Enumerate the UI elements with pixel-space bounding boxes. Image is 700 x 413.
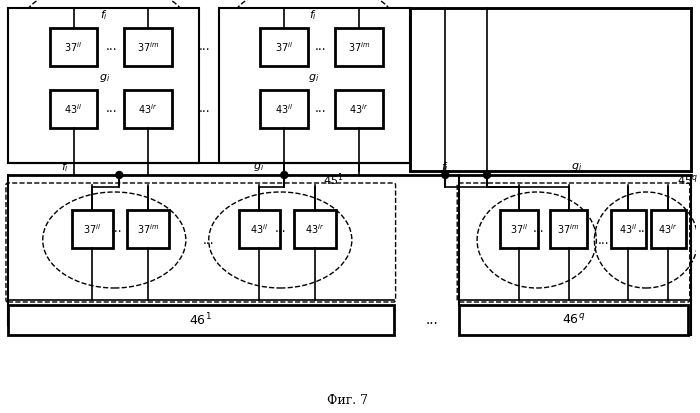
Bar <box>611 210 646 248</box>
Text: $37^{il}$: $37^{il}$ <box>275 40 293 54</box>
Bar <box>459 305 688 335</box>
Text: ...: ... <box>598 233 609 247</box>
Text: $37^{il}$: $37^{il}$ <box>64 40 83 54</box>
Text: ...: ... <box>274 223 286 235</box>
Text: $37^{im}$: $37^{im}$ <box>136 40 160 54</box>
Bar <box>550 210 587 248</box>
Text: $45^q$: $45^q$ <box>678 173 698 187</box>
Text: ...: ... <box>533 223 545 235</box>
Text: ...: ... <box>106 102 117 116</box>
Text: $43^{il}$: $43^{il}$ <box>619 222 637 236</box>
Bar <box>50 90 97 128</box>
Bar <box>335 90 383 128</box>
Text: $37^{im}$: $37^{im}$ <box>136 222 160 236</box>
Bar <box>651 210 686 248</box>
Bar <box>218 8 410 163</box>
Text: $f_i$: $f_i$ <box>61 160 69 174</box>
Bar <box>260 90 308 128</box>
Circle shape <box>281 171 288 178</box>
Text: $37^{im}$: $37^{im}$ <box>557 222 580 236</box>
Text: $43^{ir}$: $43^{ir}$ <box>305 222 325 236</box>
Text: $f_i$: $f_i$ <box>100 8 108 22</box>
Text: $43^{il}$: $43^{il}$ <box>251 222 269 236</box>
Text: ...: ... <box>199 40 211 54</box>
Circle shape <box>116 171 122 178</box>
Text: $f_i$: $f_i$ <box>309 8 317 22</box>
Text: $43^{il}$: $43^{il}$ <box>64 102 83 116</box>
Text: $g_i$: $g_i$ <box>99 72 110 84</box>
Text: $37^{il}$: $37^{il}$ <box>510 222 528 236</box>
Bar <box>8 305 393 335</box>
Text: $43^{ir}$: $43^{ir}$ <box>139 102 158 116</box>
Bar <box>50 28 97 66</box>
Text: ...: ... <box>638 223 650 235</box>
Bar <box>8 8 199 163</box>
Text: Фиг. 7: Фиг. 7 <box>328 394 368 406</box>
Bar <box>71 210 113 248</box>
Text: ...: ... <box>315 40 327 54</box>
Text: ...: ... <box>315 102 327 116</box>
Text: $43^{ir}$: $43^{ir}$ <box>658 222 678 236</box>
Text: $f_i$: $f_i$ <box>441 160 449 174</box>
Bar <box>239 210 280 248</box>
Text: $43^{ir}$: $43^{ir}$ <box>349 102 369 116</box>
Circle shape <box>484 171 491 178</box>
Text: $g_i$: $g_i$ <box>253 161 264 173</box>
Bar <box>294 210 336 248</box>
Text: $37^{im}$: $37^{im}$ <box>348 40 370 54</box>
Bar <box>335 28 383 66</box>
Text: $g_i$: $g_i$ <box>571 161 582 173</box>
Bar <box>124 90 172 128</box>
Bar <box>500 210 538 248</box>
Circle shape <box>442 171 449 178</box>
Text: $43^{il}$: $43^{il}$ <box>275 102 293 116</box>
Text: $46^1$: $46^1$ <box>190 312 212 328</box>
Bar <box>410 8 691 171</box>
Text: $46^q$: $46^q$ <box>562 313 585 327</box>
Text: $45^1$: $45^1$ <box>323 172 343 188</box>
Bar <box>124 28 172 66</box>
Bar <box>260 28 308 66</box>
Text: $37^{il}$: $37^{il}$ <box>83 222 102 236</box>
Text: ...: ... <box>203 233 214 247</box>
Text: ...: ... <box>111 223 122 235</box>
Text: ...: ... <box>199 102 211 116</box>
Text: ...: ... <box>106 40 117 54</box>
Text: ...: ... <box>426 313 439 327</box>
Bar <box>127 210 169 248</box>
Text: $g_i$: $g_i$ <box>307 72 318 84</box>
